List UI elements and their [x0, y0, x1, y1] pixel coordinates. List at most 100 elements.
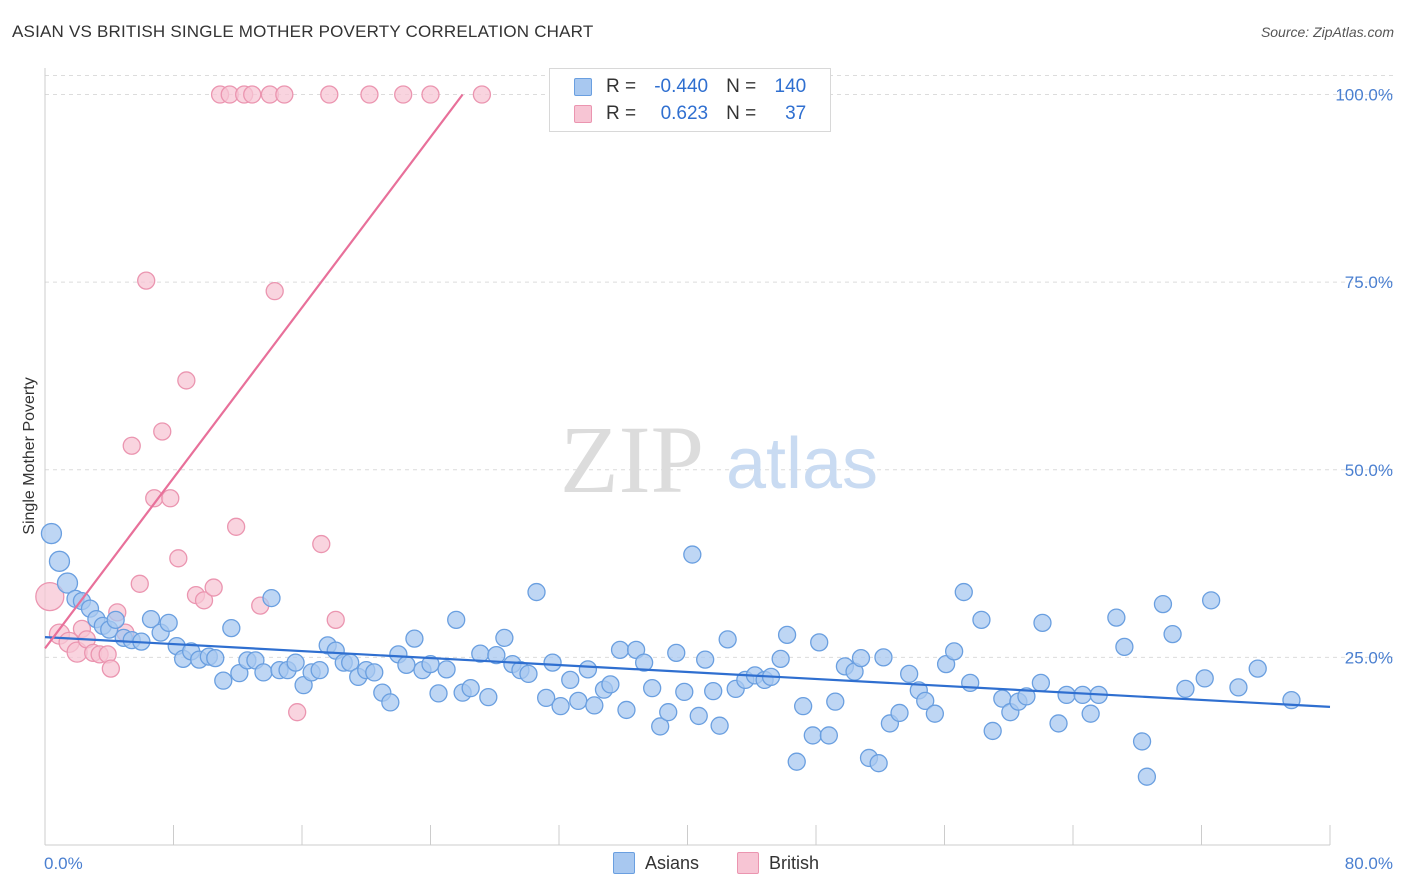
- asian-points: [40, 522, 1301, 786]
- british-point: [226, 517, 246, 536]
- asian-point: [869, 754, 888, 773]
- british-point: [122, 436, 141, 455]
- asian-point: [310, 660, 329, 680]
- asian-point: [659, 703, 678, 722]
- british-point: [153, 422, 172, 441]
- asian-point: [610, 640, 630, 660]
- asian-point: [961, 673, 980, 693]
- asian-point: [141, 609, 161, 629]
- british-point: [275, 85, 294, 104]
- asian-point: [710, 716, 729, 735]
- asian-point: [771, 649, 790, 669]
- asian-point: [874, 648, 893, 667]
- asian-point: [1017, 687, 1036, 706]
- asian-point: [365, 663, 384, 682]
- legend-n-label: N =: [726, 76, 757, 97]
- asian-point: [704, 682, 723, 701]
- british-point: [243, 85, 262, 104]
- asian-point: [569, 691, 588, 711]
- asian-point: [1201, 591, 1221, 610]
- british-trend-line: [44, 93, 464, 650]
- asian-point: [900, 664, 919, 684]
- asian-swatch-icon: [574, 78, 592, 96]
- y-axis-title: Single Mother Poverty: [21, 377, 38, 534]
- asian-point: [527, 582, 546, 602]
- asian-point: [1153, 594, 1173, 614]
- british-point: [312, 534, 331, 554]
- legend-r-value: -0.440: [654, 76, 709, 97]
- asian-point: [944, 642, 964, 661]
- british-point: [101, 659, 121, 678]
- asian-point: [810, 633, 829, 652]
- legend-r-label: R =: [606, 103, 637, 124]
- british-point: [204, 578, 223, 597]
- y-tick-label: 100.0%: [1335, 86, 1393, 105]
- asian-point: [983, 721, 1002, 741]
- asian-point: [461, 678, 480, 698]
- watermark-atlas: atlas: [726, 424, 878, 504]
- legend-n-value: 37: [785, 103, 807, 124]
- british-point: [288, 703, 307, 722]
- axis-labels: 25.0% 50.0% 75.0% 100.0% 0.0% 80.0%: [44, 86, 1393, 873]
- bottom-legend-asians: Asians: [613, 852, 699, 874]
- british-point: [130, 574, 149, 593]
- asian-point: [519, 664, 538, 684]
- asian-point: [561, 670, 580, 690]
- y-tick-label: 75.0%: [1345, 273, 1393, 292]
- asian-point: [1033, 613, 1052, 633]
- asian-point: [437, 660, 456, 679]
- asian-point: [585, 696, 604, 715]
- asians-label: Asians: [645, 852, 700, 873]
- asian-point: [405, 629, 424, 648]
- asian-point: [777, 625, 797, 645]
- y-tick-label: 50.0%: [1345, 461, 1393, 480]
- asian-point: [683, 545, 702, 564]
- british-point: [472, 85, 492, 104]
- asian-point: [286, 653, 305, 672]
- asian-point: [1031, 673, 1051, 693]
- asian-point: [689, 706, 708, 726]
- asian-point: [1057, 685, 1076, 705]
- asian-point: [803, 726, 822, 745]
- british-point: [161, 489, 180, 508]
- asian-point: [794, 697, 813, 716]
- british-swatch-icon: [574, 105, 592, 123]
- asian-point: [1176, 679, 1195, 699]
- legend-row-asians: R = -0.440 N = 140: [574, 75, 806, 99]
- asian-point: [651, 717, 670, 736]
- asian-point: [696, 650, 715, 669]
- asian-point: [214, 671, 233, 690]
- asian-point: [1107, 608, 1126, 627]
- watermark-zip: ZIP: [560, 406, 704, 513]
- asian-point: [447, 610, 466, 630]
- asian-point: [1132, 732, 1152, 751]
- british-point: [326, 610, 345, 630]
- asian-point: [551, 697, 570, 716]
- asian-point: [1229, 678, 1248, 697]
- asian-point: [1049, 714, 1068, 733]
- asian-point: [537, 688, 556, 708]
- asian-point: [826, 692, 845, 711]
- asian-point: [617, 700, 636, 720]
- british-legend-icon: [737, 852, 759, 874]
- british-point: [169, 549, 188, 568]
- asian-point: [578, 660, 598, 679]
- asian-point: [48, 550, 71, 572]
- x-tick-label: 0.0%: [44, 854, 83, 873]
- asian-point: [851, 648, 871, 668]
- asian-trend-line: [44, 636, 1331, 709]
- bottom-legend-british: British: [737, 852, 819, 874]
- asian-point: [954, 582, 973, 602]
- asian-point: [1137, 767, 1157, 786]
- asian-point: [222, 618, 241, 638]
- british-point: [320, 85, 339, 104]
- asian-point: [675, 682, 694, 702]
- asian-point: [487, 645, 506, 665]
- asian-point: [667, 643, 686, 663]
- asian-point: [643, 678, 662, 698]
- x-tick-label: 80.0%: [1345, 854, 1393, 873]
- grid-lines: [45, 75, 1393, 658]
- chart-title: ASIAN VS BRITISH SINGLE MOTHER POVERTY C…: [12, 22, 594, 41]
- asian-point: [206, 648, 225, 668]
